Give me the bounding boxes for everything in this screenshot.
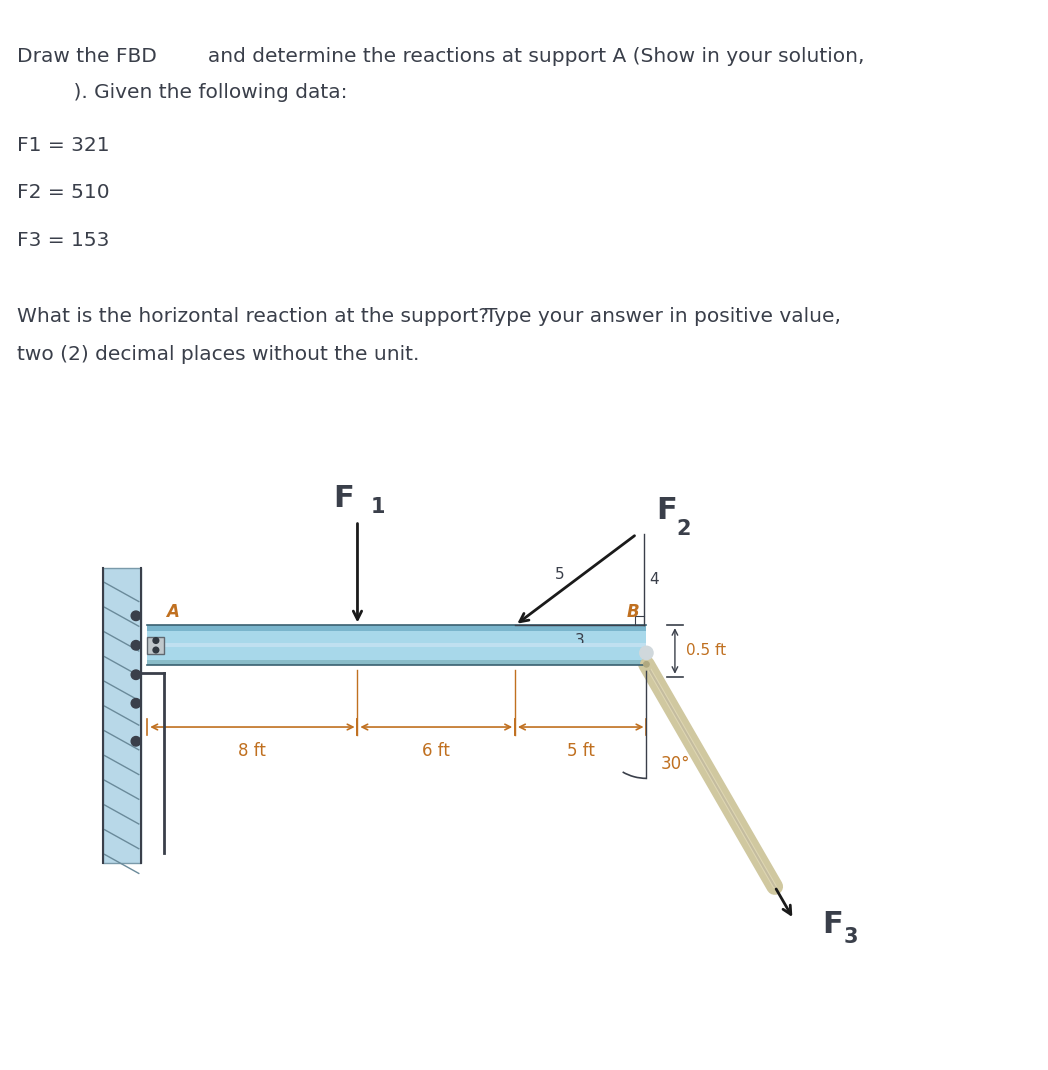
Text: What is the horizontal reaction at the support?: What is the horizontal reaction at the s… — [17, 307, 489, 326]
Text: ). Given the following data:: ). Given the following data: — [47, 83, 347, 103]
Text: 4: 4 — [649, 572, 659, 587]
Text: Type your answer in positive value,: Type your answer in positive value, — [485, 307, 840, 326]
Circle shape — [640, 658, 652, 670]
Text: Draw the FBD        and determine the reactions at support A (Show in your solut: Draw the FBD and determine the reactions… — [17, 47, 865, 66]
Text: two (2) decimal places without the unit.: two (2) decimal places without the unit. — [17, 345, 419, 364]
Bar — [103, 568, 140, 862]
Text: A: A — [167, 602, 179, 621]
Text: F2 = 510: F2 = 510 — [17, 183, 110, 202]
Bar — [148, 625, 647, 631]
Text: F3 = 153: F3 = 153 — [17, 231, 109, 249]
Text: 3: 3 — [575, 633, 585, 648]
Text: F: F — [823, 910, 843, 939]
Text: 5: 5 — [554, 567, 565, 582]
Bar — [148, 625, 647, 666]
Bar — [148, 637, 165, 654]
Circle shape — [131, 641, 140, 649]
Text: 6 ft: 6 ft — [422, 743, 451, 760]
Circle shape — [131, 670, 140, 679]
Text: 1: 1 — [371, 496, 386, 517]
Text: 3: 3 — [844, 927, 857, 947]
Text: 5 ft: 5 ft — [567, 743, 594, 760]
Text: F: F — [656, 495, 677, 524]
Circle shape — [131, 699, 140, 708]
Circle shape — [131, 736, 140, 746]
Text: B: B — [626, 602, 639, 621]
Text: 8 ft: 8 ft — [239, 743, 266, 760]
Circle shape — [153, 638, 158, 643]
Circle shape — [131, 611, 140, 621]
Text: 30°: 30° — [660, 754, 691, 773]
Text: F: F — [333, 484, 353, 514]
Text: 0.5 ft: 0.5 ft — [686, 643, 726, 658]
Bar — [148, 643, 647, 647]
Circle shape — [153, 647, 158, 653]
Circle shape — [639, 646, 653, 659]
Circle shape — [643, 661, 650, 667]
Bar — [148, 659, 647, 666]
Text: 2: 2 — [677, 519, 692, 539]
Text: F1 = 321: F1 = 321 — [17, 136, 110, 155]
